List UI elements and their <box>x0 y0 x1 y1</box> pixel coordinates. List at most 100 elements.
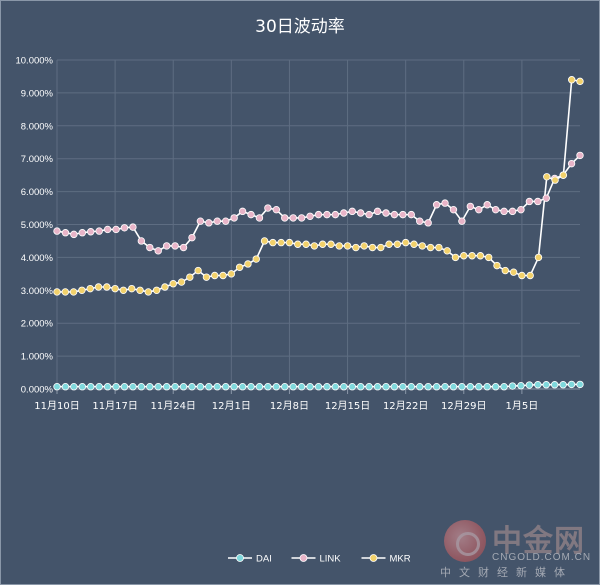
data-point-mkr <box>327 240 335 248</box>
data-point-link <box>508 207 517 216</box>
data-point-mkr <box>302 240 310 248</box>
data-point-link <box>281 214 289 222</box>
data-point-dai <box>365 383 373 391</box>
data-point-link <box>416 217 424 225</box>
watermark-url: CNGOLD.COM.CN <box>492 552 592 563</box>
y-tick-label: 8.000% <box>21 121 54 132</box>
data-point-link <box>441 199 449 207</box>
data-point-dai <box>491 383 500 391</box>
data-point-mkr <box>294 240 302 248</box>
data-point-mkr <box>260 237 269 245</box>
data-point-dai <box>255 383 264 391</box>
data-point-link <box>407 210 415 219</box>
data-point-link <box>289 214 297 222</box>
data-point-dai <box>188 383 196 391</box>
data-point-dai <box>146 383 154 391</box>
data-point-mkr <box>194 266 202 275</box>
data-point-link <box>424 219 432 227</box>
data-point-mkr <box>235 263 244 271</box>
x-tick-label: 1月5日 <box>506 400 539 412</box>
data-point-mkr <box>377 243 385 252</box>
data-point-mkr <box>509 268 518 276</box>
data-point-mkr <box>69 288 78 296</box>
data-point-dai <box>475 383 483 391</box>
data-point-link <box>53 227 61 235</box>
legend-marker-link <box>299 554 308 562</box>
x-tick-label: 11月17日 <box>92 400 137 412</box>
y-tick-label: 0.000% <box>21 385 54 396</box>
data-point-dai <box>407 383 415 391</box>
chart-title: 30日波动率 <box>255 17 345 37</box>
data-point-dai <box>517 382 525 390</box>
data-point-dai <box>289 383 297 391</box>
data-point-dai <box>373 383 382 391</box>
data-point-mkr <box>103 283 111 291</box>
data-point-mkr <box>111 284 119 293</box>
data-point-mkr <box>78 286 86 294</box>
data-point-dai <box>281 383 289 391</box>
data-point-mkr <box>227 270 236 278</box>
y-axis: 0.000% 1.000% 2.000% 3.000% 4.000% 5.000% 6.00… <box>15 56 53 396</box>
data-point-link <box>483 201 491 209</box>
data-point-dai <box>340 383 348 391</box>
data-point-dai <box>103 383 112 391</box>
legend-marker-mkr <box>369 554 378 562</box>
data-point-dai <box>508 382 517 390</box>
data-point-dai <box>78 383 87 391</box>
data-point-mkr <box>501 266 509 275</box>
data-point-dai <box>356 383 365 391</box>
data-point-dai <box>331 383 340 391</box>
data-point-link <box>247 210 255 219</box>
data-point-mkr <box>451 253 460 262</box>
data-point-dai <box>382 383 390 391</box>
data-point-mkr <box>543 173 551 181</box>
watermark: 中金网 CNGOLD.COM.CN 中文财经新媒体 <box>440 512 590 582</box>
data-point-dai <box>432 383 441 391</box>
data-point-mkr <box>385 240 393 248</box>
data-point-link <box>154 247 162 255</box>
data-point-link <box>331 210 340 219</box>
x-tick-label: 12月8日 <box>270 400 309 412</box>
watermark-logo-icon <box>444 520 486 562</box>
data-point-link <box>87 228 95 236</box>
data-point-link <box>188 233 196 242</box>
data-point-link <box>432 201 441 209</box>
data-point-dai <box>500 383 508 391</box>
data-point-dai <box>120 383 129 391</box>
x-tick-label: 12月29日 <box>441 400 486 412</box>
data-point-mkr <box>144 288 153 296</box>
data-point-dai <box>458 383 466 391</box>
data-point-dai <box>550 381 559 389</box>
data-point-mkr <box>186 273 194 281</box>
x-tick-label: 12月22日 <box>383 400 428 412</box>
grid <box>56 59 580 390</box>
data-point-link <box>264 204 272 212</box>
data-point-dai <box>230 383 238 391</box>
data-point-mkr <box>318 240 327 248</box>
data-point-dai <box>348 383 356 391</box>
data-point-link <box>61 229 70 237</box>
data-point-link <box>348 207 356 216</box>
watermark-name: 中金网 <box>492 524 585 559</box>
data-point-link <box>70 230 78 239</box>
data-point-mkr <box>335 242 343 250</box>
data-point-link <box>323 210 331 219</box>
data-point-mkr <box>576 77 584 86</box>
data-point-link <box>500 207 508 216</box>
data-point-dai <box>70 383 78 391</box>
data-point-mkr <box>244 260 252 268</box>
data-point-dai <box>61 383 70 391</box>
data-point-link <box>297 214 306 222</box>
data-point-link <box>196 217 205 225</box>
y-tick-label: 4.000% <box>21 253 54 264</box>
data-point-mkr <box>211 271 219 280</box>
data-point-dai <box>323 383 331 391</box>
data-point-link <box>213 217 221 225</box>
data-point-mkr <box>252 255 260 263</box>
data-point-link <box>365 210 373 219</box>
data-point-link <box>340 209 348 217</box>
data-point-mkr <box>435 243 443 252</box>
series-line-mkr <box>57 78 581 293</box>
